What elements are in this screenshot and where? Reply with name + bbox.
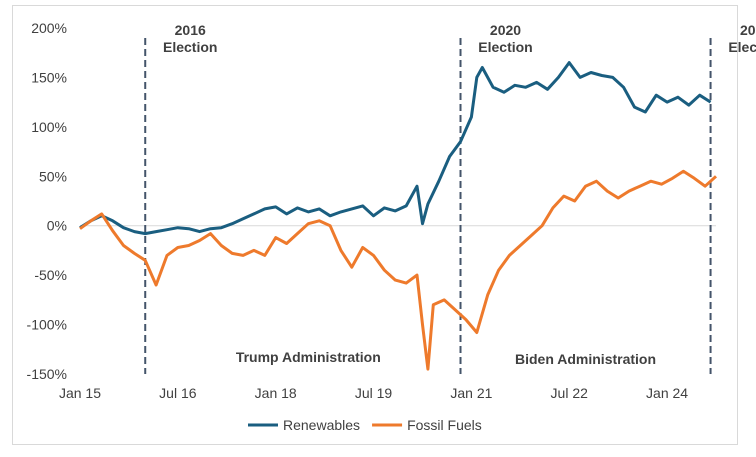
- y-tick-label: 0%: [47, 218, 67, 234]
- x-tick-label: Jul 19: [355, 385, 393, 401]
- y-tick-label: 150%: [31, 69, 67, 85]
- y-axis-ticks: -150% -100% -50% 0% 50% 100% 150% 200%: [27, 20, 67, 382]
- series-line-renewables: [79, 61, 712, 236]
- y-tick-label: 100%: [31, 119, 67, 135]
- election-label: 2020: [490, 22, 521, 38]
- x-tick-label: Jul 22: [551, 385, 589, 401]
- legend: Renewables Fossil Fuels: [248, 417, 482, 433]
- x-tick-label: Jan 24: [646, 385, 688, 401]
- election-label: Election: [163, 39, 217, 55]
- administration-labels: Trump Administration Biden Administration: [236, 349, 656, 367]
- x-tick-label: Jan 18: [255, 385, 297, 401]
- administration-label: Trump Administration: [236, 349, 381, 365]
- x-tick-label: Jul 16: [159, 385, 197, 401]
- x-tick-label: Jan 15: [59, 385, 101, 401]
- y-tick-label: 200%: [31, 20, 67, 36]
- election-label: 2024: [740, 22, 756, 38]
- election-label: Election: [478, 39, 532, 55]
- y-tick-label: -50%: [34, 267, 67, 283]
- chart-frame: [12, 5, 738, 445]
- election-markers: 2016Election2020Election2024Election: [144, 22, 756, 374]
- election-label: Election: [728, 39, 756, 55]
- election-label: 2016: [175, 22, 206, 38]
- series-line-fossil-fuels: [79, 169, 718, 371]
- administration-label: Biden Administration: [515, 351, 656, 367]
- legend-label: Renewables: [283, 417, 360, 433]
- y-tick-label: 50%: [39, 168, 67, 184]
- legend-label: Fossil Fuels: [407, 417, 482, 433]
- series-lines: [79, 61, 718, 371]
- y-tick-label: -150%: [27, 366, 67, 382]
- x-tick-label: Jan 21: [450, 385, 492, 401]
- x-axis-ticks: Jan 15 Jul 16 Jan 18 Jul 19 Jan 21 Jul 22 Jan …: [59, 385, 688, 401]
- y-tick-label: -100%: [27, 317, 67, 333]
